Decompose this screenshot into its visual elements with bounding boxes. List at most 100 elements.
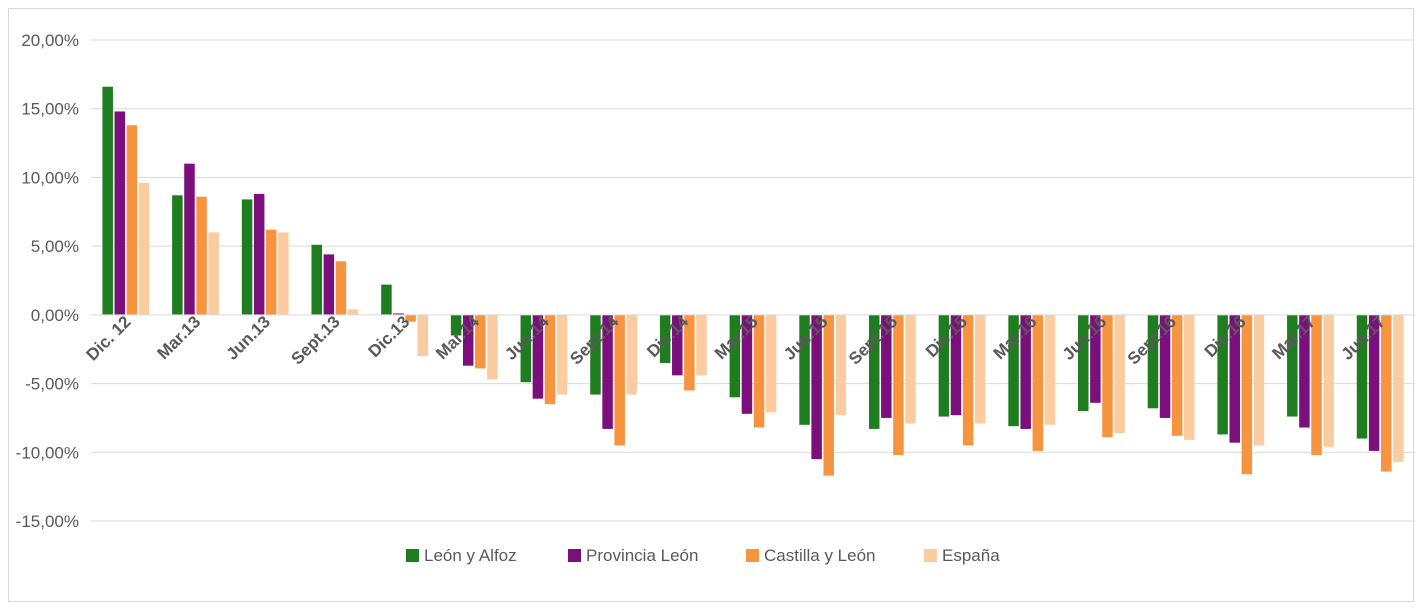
bar <box>184 163 195 315</box>
bar <box>868 314 880 429</box>
bar <box>1114 314 1125 434</box>
bar <box>393 313 404 315</box>
bar <box>1241 314 1253 475</box>
bar <box>196 196 207 315</box>
bar <box>962 314 974 446</box>
legend-label: León y Alfoz <box>424 546 517 565</box>
bar <box>381 284 392 315</box>
bar <box>1311 314 1322 456</box>
x-tick-label: Dic. 12 <box>82 312 134 364</box>
bar <box>347 309 359 315</box>
bar <box>462 314 474 366</box>
y-tick-label: -15,00% <box>16 512 79 531</box>
bar <box>241 199 253 315</box>
bar <box>266 229 277 315</box>
y-tick-label: 10,00% <box>21 168 79 187</box>
bar <box>684 314 695 391</box>
bar <box>487 314 498 380</box>
bar <box>556 314 568 395</box>
bar <box>811 314 822 460</box>
x-tick-label: Jun.13 <box>223 312 275 364</box>
bar <box>1032 314 1044 451</box>
legend-label: Provincia León <box>586 546 698 565</box>
bar-chart: 20,00% 15,00% 10,00% 5,00% 0,00% -5,00% -10,00… <box>16 31 1415 565</box>
bar <box>602 314 613 429</box>
bar <box>323 254 335 315</box>
bar <box>475 314 486 369</box>
y-tick-label: -10,00% <box>16 443 79 462</box>
bar <box>974 314 986 424</box>
bar <box>799 314 810 425</box>
bar <box>1147 314 1159 409</box>
bar <box>544 314 556 405</box>
bar <box>659 314 671 363</box>
bar <box>729 314 741 398</box>
bar <box>1102 314 1113 438</box>
bar <box>278 232 289 315</box>
x-tick-label: Dic.13 <box>365 312 414 361</box>
x-tick-label: Mar.13 <box>153 312 204 363</box>
bar <box>1356 314 1368 439</box>
gridlines <box>91 39 1415 522</box>
y-tick-label: 20,00% <box>21 31 79 50</box>
bar <box>741 314 753 414</box>
bar <box>765 314 777 413</box>
bar <box>614 314 625 446</box>
bar <box>1380 314 1392 472</box>
bar <box>1253 314 1265 446</box>
bar <box>1171 314 1183 436</box>
bar <box>1217 314 1228 435</box>
bar <box>881 314 892 418</box>
bar <box>938 314 950 417</box>
legend: León y Alfoz Provincia León Castilla y Leó… <box>406 546 1000 565</box>
bar <box>696 314 707 376</box>
bar <box>335 261 347 315</box>
bar <box>1299 314 1310 428</box>
bar <box>823 314 834 476</box>
legend-swatch <box>568 549 581 562</box>
bar <box>520 314 532 383</box>
bar <box>893 314 904 456</box>
legend-label: Castilla y León <box>764 546 876 565</box>
legend-swatch <box>924 549 937 562</box>
y-tick-label: 15,00% <box>21 100 79 119</box>
bar <box>1020 314 1031 429</box>
bar <box>753 314 765 428</box>
bar <box>405 314 416 322</box>
bar <box>208 232 219 315</box>
bar <box>1090 314 1101 403</box>
bar <box>1044 314 1056 425</box>
bar <box>626 314 638 395</box>
bar <box>1229 314 1240 443</box>
legend-swatch <box>406 549 419 562</box>
bar <box>1008 314 1019 427</box>
bar <box>1078 314 1089 412</box>
y-tick-label: 0,00% <box>31 306 79 325</box>
legend-swatch <box>746 549 759 562</box>
y-tick-label: -5,00% <box>25 375 79 394</box>
y-tick-label: 5,00% <box>31 237 79 256</box>
chart-area: 20,00% 15,00% 10,00% 5,00% 0,00% -5,00% -10,00… <box>8 8 1415 602</box>
x-tick-label: Sept.13 <box>288 312 344 368</box>
bar <box>1323 314 1334 447</box>
bars <box>102 86 1404 476</box>
bar <box>1393 314 1404 462</box>
bar <box>1184 314 1195 440</box>
bar <box>1159 314 1171 418</box>
bar <box>450 314 462 336</box>
bar <box>1368 314 1380 451</box>
bar <box>253 193 265 315</box>
bar <box>417 314 428 357</box>
legend-label: España <box>942 546 1000 565</box>
bar <box>835 314 847 416</box>
bar <box>172 195 183 315</box>
bar <box>114 111 126 315</box>
bar <box>126 125 138 315</box>
bar <box>138 182 150 315</box>
y-axis-tick-labels: 20,00% 15,00% 10,00% 5,00% 0,00% -5,00% -10,00… <box>16 31 79 531</box>
bar <box>672 314 683 376</box>
bar <box>1287 314 1298 417</box>
bar <box>102 86 113 315</box>
bar <box>905 314 916 424</box>
bar <box>532 314 544 399</box>
